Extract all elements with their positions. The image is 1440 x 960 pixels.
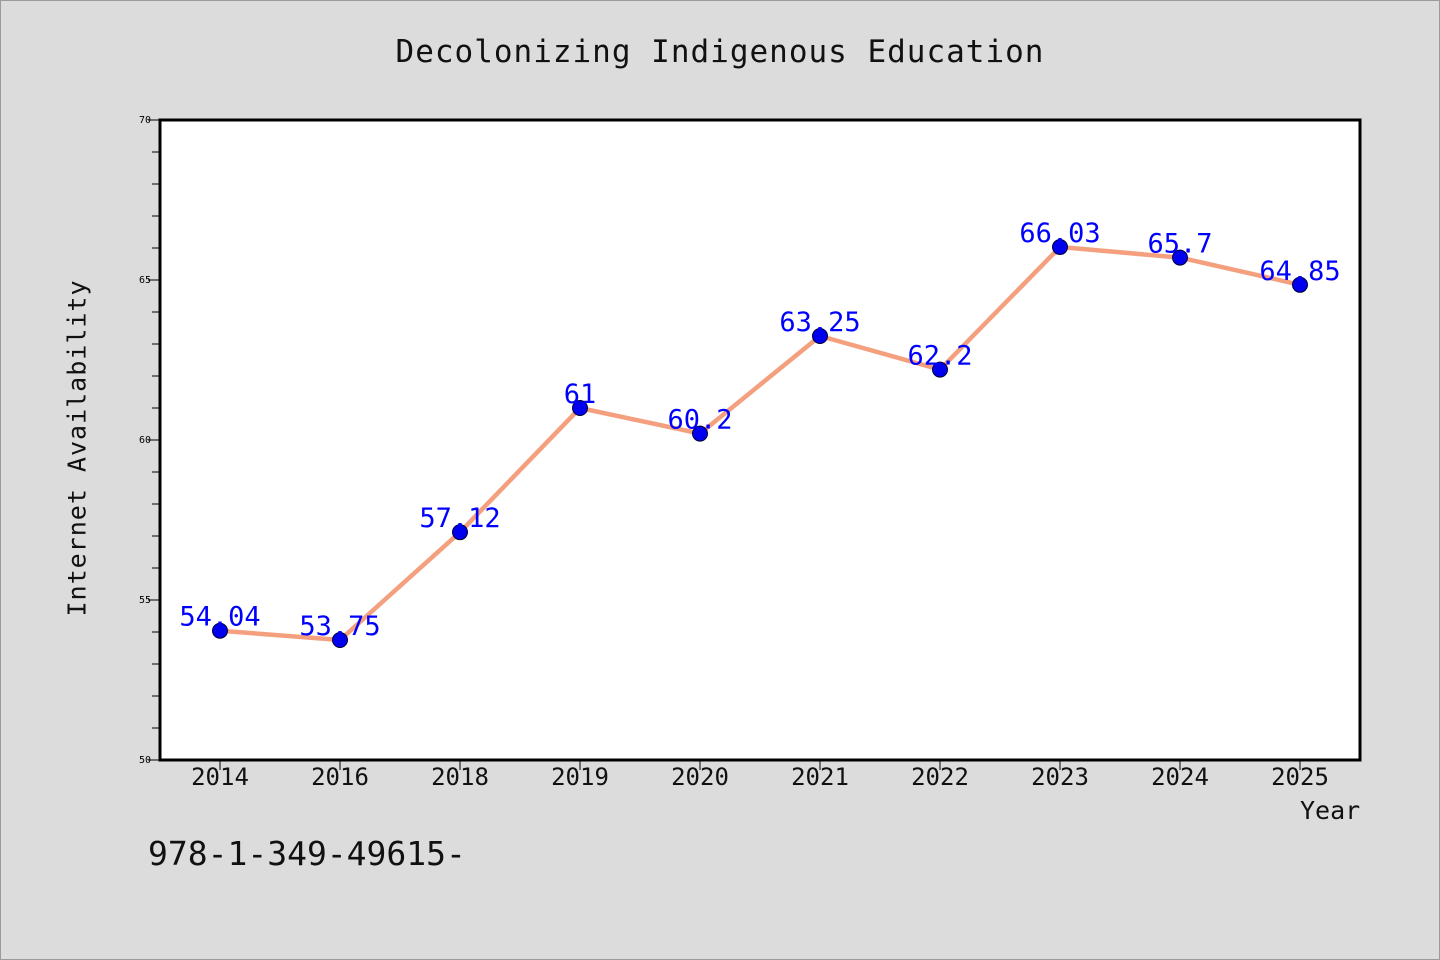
x-tick-label: 2018 bbox=[431, 763, 489, 791]
y-tick-label: 65 bbox=[139, 275, 151, 286]
y-tick-label: 55 bbox=[139, 595, 151, 606]
data-point bbox=[692, 425, 708, 442]
x-tick-label: 2016 bbox=[311, 763, 369, 791]
data-point bbox=[212, 622, 228, 639]
x-tick-label: 2024 bbox=[1151, 763, 1209, 791]
y-axis: 50 55 60 65 70 bbox=[139, 115, 160, 766]
data-point bbox=[572, 400, 588, 416]
y-tick-label: 50 bbox=[139, 755, 151, 766]
x-axis-title: Year bbox=[1300, 796, 1361, 825]
data-label: 54.04 bbox=[179, 602, 260, 633]
x-tick-label: 2025 bbox=[1271, 763, 1329, 791]
data-point bbox=[452, 524, 468, 541]
x-axis: 2014 2016 2018 2019 2020 2021 2022 2023 2024 2025 bbox=[191, 760, 1329, 791]
data-label: 57.12 bbox=[419, 503, 500, 534]
data-label: 66.03 bbox=[1019, 218, 1100, 249]
data-label: 64.85 bbox=[1259, 256, 1340, 287]
x-tick-label: 2021 bbox=[791, 763, 849, 791]
data-point bbox=[812, 328, 828, 344]
data-point bbox=[932, 361, 948, 378]
series-line bbox=[217, 244, 1303, 643]
y-tick-label: 60 bbox=[139, 435, 151, 446]
x-tick-label: 2023 bbox=[1031, 763, 1089, 791]
x-tick-label: 2019 bbox=[551, 763, 609, 791]
data-point bbox=[1292, 276, 1308, 293]
data-label: 60.2 bbox=[667, 405, 732, 436]
isbn-text: 978-1-349-49615- bbox=[148, 834, 466, 873]
plot-border bbox=[158, 118, 1362, 762]
data-point bbox=[1172, 249, 1188, 266]
data-label: 63.25 bbox=[779, 307, 860, 338]
data-label: 62.2 bbox=[907, 341, 972, 372]
plot-area bbox=[160, 120, 1360, 760]
data-label: 65.7 bbox=[1147, 229, 1212, 260]
x-tick-label: 2020 bbox=[671, 763, 729, 791]
data-label: 61 bbox=[564, 379, 597, 410]
y-tick-label: 70 bbox=[139, 115, 151, 126]
chart-title: Decolonizing Indigenous Education bbox=[395, 34, 1045, 70]
data-label: 53.75 bbox=[299, 611, 380, 642]
x-tick-label: 2022 bbox=[911, 763, 969, 791]
x-tick-label: 2014 bbox=[191, 763, 249, 791]
data-point bbox=[332, 632, 348, 648]
data-series: 54.04 53.75 57.12 61 60.2 63.25 62.2 66.03 65.7 6… bbox=[179, 218, 1341, 648]
data-point bbox=[1052, 239, 1068, 256]
